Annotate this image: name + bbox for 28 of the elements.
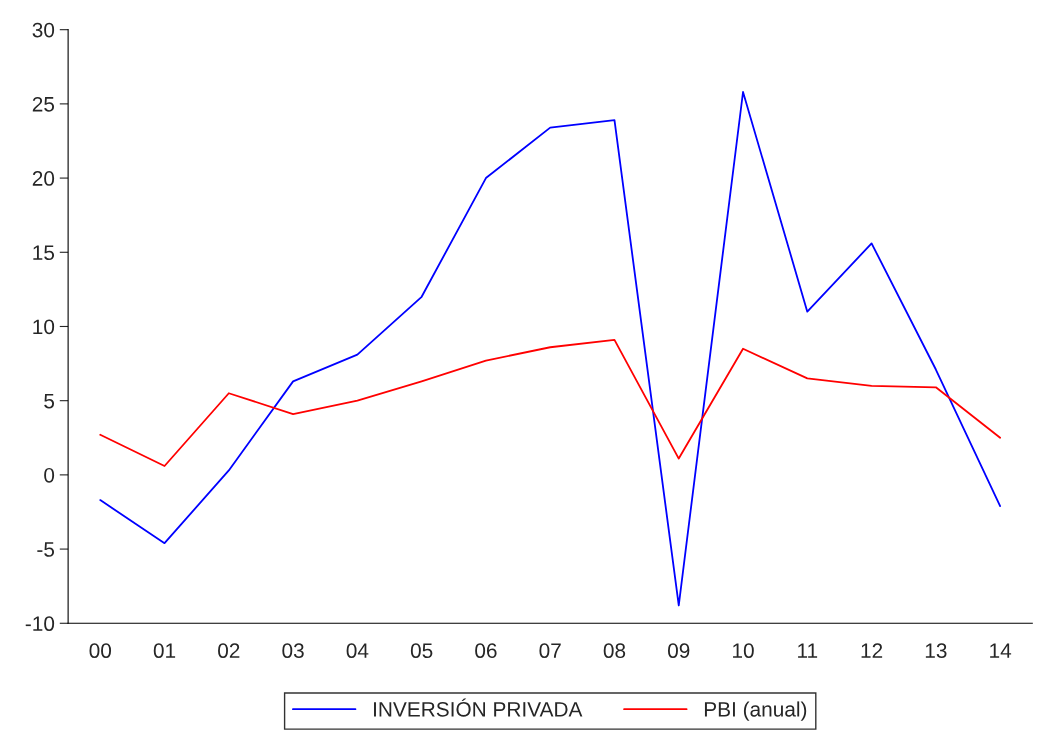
x-tick-label: 01 [153,643,176,659]
y-tick-label: 10 [33,319,55,335]
x-tick-label: 12 [861,643,883,658]
y-tick-label: 5 [44,393,55,409]
x-tick-label: 02 [218,643,240,659]
y-tick-label: -5 [37,542,55,557]
x-tick-label: 07 [539,643,561,659]
x-tick-label: 13 [925,643,947,659]
x-tick-label: 04 [346,643,369,659]
y-tick-label: -10 [25,616,55,632]
y-tick-label: 25 [32,96,55,112]
line-series [99,338,1002,467]
y-tick-label: 30 [32,22,55,38]
x-tick-label: 11 [798,643,818,658]
x-tick-label: 14 [990,643,1012,658]
x-tick-label: 00 [89,643,112,659]
x-tick-label: 10 [733,643,754,659]
y-tick-label: 20 [32,171,55,186]
x-tick-label: 06 [475,643,497,659]
x-tick-label: 09 [667,643,690,659]
legend-label: INVERSIÓN PRIVADA [374,698,583,717]
line-series [99,91,1002,607]
x-tick-label: 05 [410,643,433,659]
y-tick-label: 0 [44,467,55,483]
y-tick-label: 15 [33,245,55,261]
legend-label: PBI (anual) [704,701,807,721]
x-tick-label: 03 [282,643,304,659]
x-tick-label: 08 [603,643,626,659]
